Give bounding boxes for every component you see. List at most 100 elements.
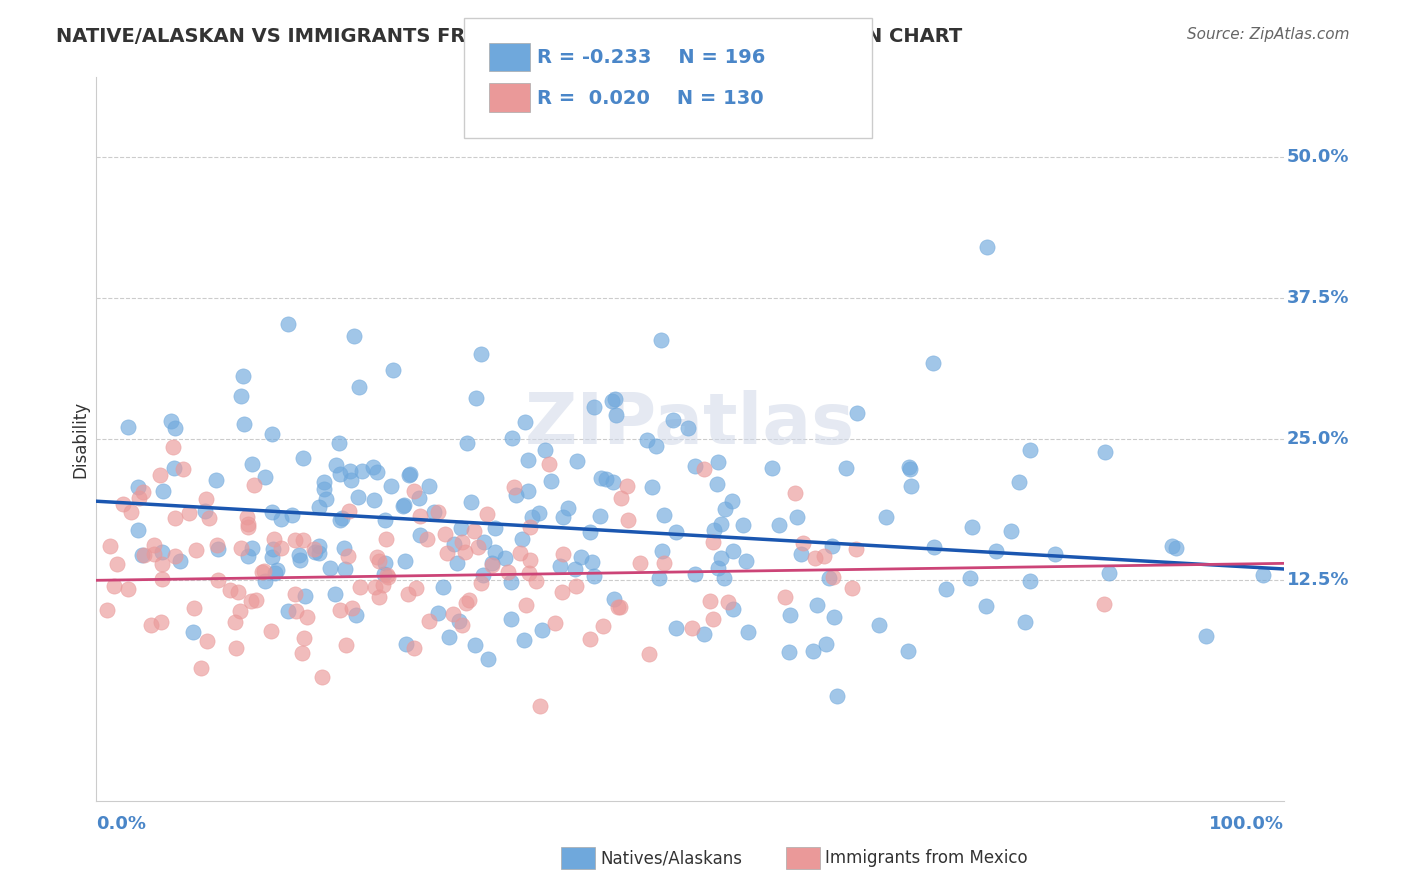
Point [292, 631, 315, 645]
Point [229, 604, 252, 618]
Point [231, 389, 253, 403]
Point [544, 616, 567, 631]
Point [846, 406, 869, 420]
Point [159, 414, 181, 428]
Point [703, 524, 725, 538]
Point [779, 607, 801, 622]
Text: Natives/Alaskans: Natives/Alaskans [600, 849, 742, 867]
Point [381, 363, 404, 377]
Point [229, 541, 252, 556]
Point [835, 461, 858, 475]
Point [600, 393, 623, 408]
Point [262, 506, 284, 520]
Point [1014, 615, 1036, 629]
Point [1164, 541, 1187, 555]
Point [363, 492, 385, 507]
Point [342, 600, 364, 615]
Point [825, 690, 848, 704]
Point [706, 477, 728, 491]
Point [325, 458, 347, 472]
Point [471, 568, 494, 582]
Point [346, 608, 368, 623]
Point [346, 490, 368, 504]
Point [143, 547, 166, 561]
Point [707, 455, 730, 469]
Point [550, 559, 572, 574]
Text: 12.5%: 12.5% [1286, 571, 1348, 590]
Point [731, 518, 754, 533]
Point [284, 533, 307, 547]
Point [264, 566, 287, 580]
Point [262, 549, 284, 564]
Point [529, 698, 551, 713]
Point [332, 511, 354, 525]
Point [557, 501, 579, 516]
Point [801, 644, 824, 658]
Point [641, 480, 664, 494]
Point [1019, 443, 1042, 458]
Point [277, 604, 299, 618]
Point [735, 554, 758, 568]
Point [484, 521, 506, 535]
Point [450, 520, 472, 534]
Point [197, 511, 219, 525]
Point [291, 646, 314, 660]
Point [582, 568, 605, 582]
Text: ZIPatlas: ZIPatlas [524, 390, 855, 459]
Point [127, 480, 149, 494]
Point [477, 652, 499, 666]
Point [347, 380, 370, 394]
Point [509, 546, 531, 560]
Point [499, 574, 522, 589]
Point [569, 550, 592, 565]
Point [340, 473, 363, 487]
Point [335, 562, 357, 576]
Point [98, 539, 121, 553]
Point [1251, 567, 1274, 582]
Point [710, 550, 733, 565]
Point [1098, 566, 1121, 580]
Point [405, 582, 427, 596]
Point [806, 599, 828, 613]
Point [683, 459, 706, 474]
Point [236, 516, 259, 531]
Point [470, 575, 492, 590]
Point [270, 512, 292, 526]
Point [446, 556, 468, 570]
Point [284, 604, 307, 618]
Point [308, 539, 330, 553]
Point [254, 574, 277, 588]
Point [603, 392, 626, 406]
Point [437, 630, 460, 644]
Point [295, 610, 318, 624]
Point [143, 538, 166, 552]
Point [628, 557, 651, 571]
Point [368, 590, 391, 604]
Point [595, 472, 617, 486]
Point [484, 544, 506, 558]
Point [281, 508, 304, 522]
Point [245, 593, 267, 607]
Text: R =  0.020    N = 130: R = 0.020 N = 130 [537, 88, 763, 108]
Point [676, 421, 699, 435]
Point [841, 582, 863, 596]
Point [519, 553, 541, 567]
Point [260, 426, 283, 441]
Point [204, 473, 226, 487]
Point [288, 552, 311, 566]
Point [515, 598, 537, 612]
Point [277, 317, 299, 331]
Text: NATIVE/ALASKAN VS IMMIGRANTS FROM MEXICO DISABILITY CORRELATION CHART: NATIVE/ALASKAN VS IMMIGRANTS FROM MEXICO… [56, 27, 963, 45]
Point [463, 524, 485, 538]
Point [128, 491, 150, 505]
Point [589, 508, 612, 523]
Point [706, 560, 728, 574]
Point [335, 638, 357, 652]
Point [699, 594, 721, 608]
Point [270, 541, 292, 556]
Point [262, 542, 284, 557]
Point [396, 587, 419, 601]
Point [207, 573, 229, 587]
Point [408, 491, 430, 506]
Point [443, 537, 465, 551]
